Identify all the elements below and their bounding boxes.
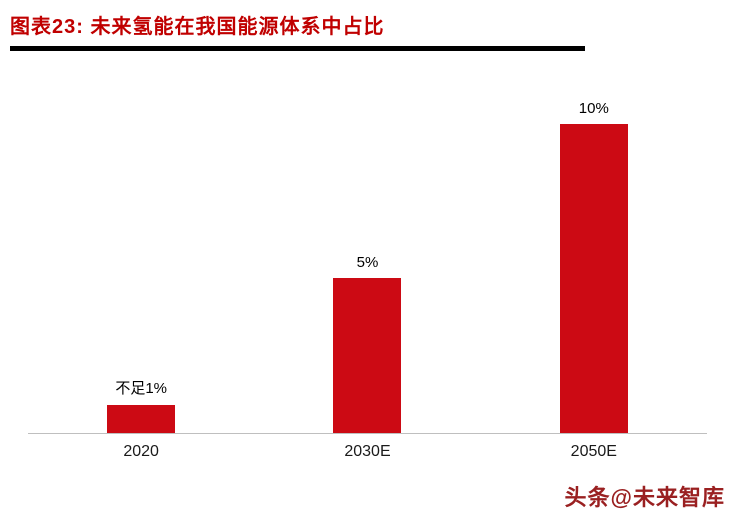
title-underline-rule	[10, 46, 585, 51]
bar-value-label-2030e: 5%	[356, 254, 379, 271]
x-axis-label-2030e: 2030E	[344, 443, 391, 460]
x-axis-label-2050e: 2050E	[570, 443, 617, 460]
bar-value-label-2050e: 10%	[578, 100, 609, 117]
bar-group-2020: 不足1%	[29, 377, 253, 433]
chart-title: 图表23: 未来氢能在我国能源体系中占比	[10, 16, 385, 38]
bar-2020	[107, 405, 176, 433]
x-axis: 2020 2030E 2050E	[28, 434, 707, 461]
x-axis-label-2020: 2020	[123, 443, 159, 460]
bar-group-2050e: 10%	[482, 100, 706, 433]
bar-value-label-2020: 不足1%	[115, 380, 167, 397]
plot-area: 不足1% 5% 10%	[28, 93, 707, 434]
bar-chart: 不足1% 5% 10% 2020 2030E 2050E	[0, 93, 735, 461]
figure-header: 图表23: 未来氢能在我国能源体系中占比	[0, 0, 735, 51]
bar-2030e	[333, 278, 402, 433]
watermark-text: 头条@未来智库	[564, 485, 725, 510]
bar-2050e	[559, 124, 628, 433]
bar-group-2030e: 5%	[255, 254, 479, 433]
